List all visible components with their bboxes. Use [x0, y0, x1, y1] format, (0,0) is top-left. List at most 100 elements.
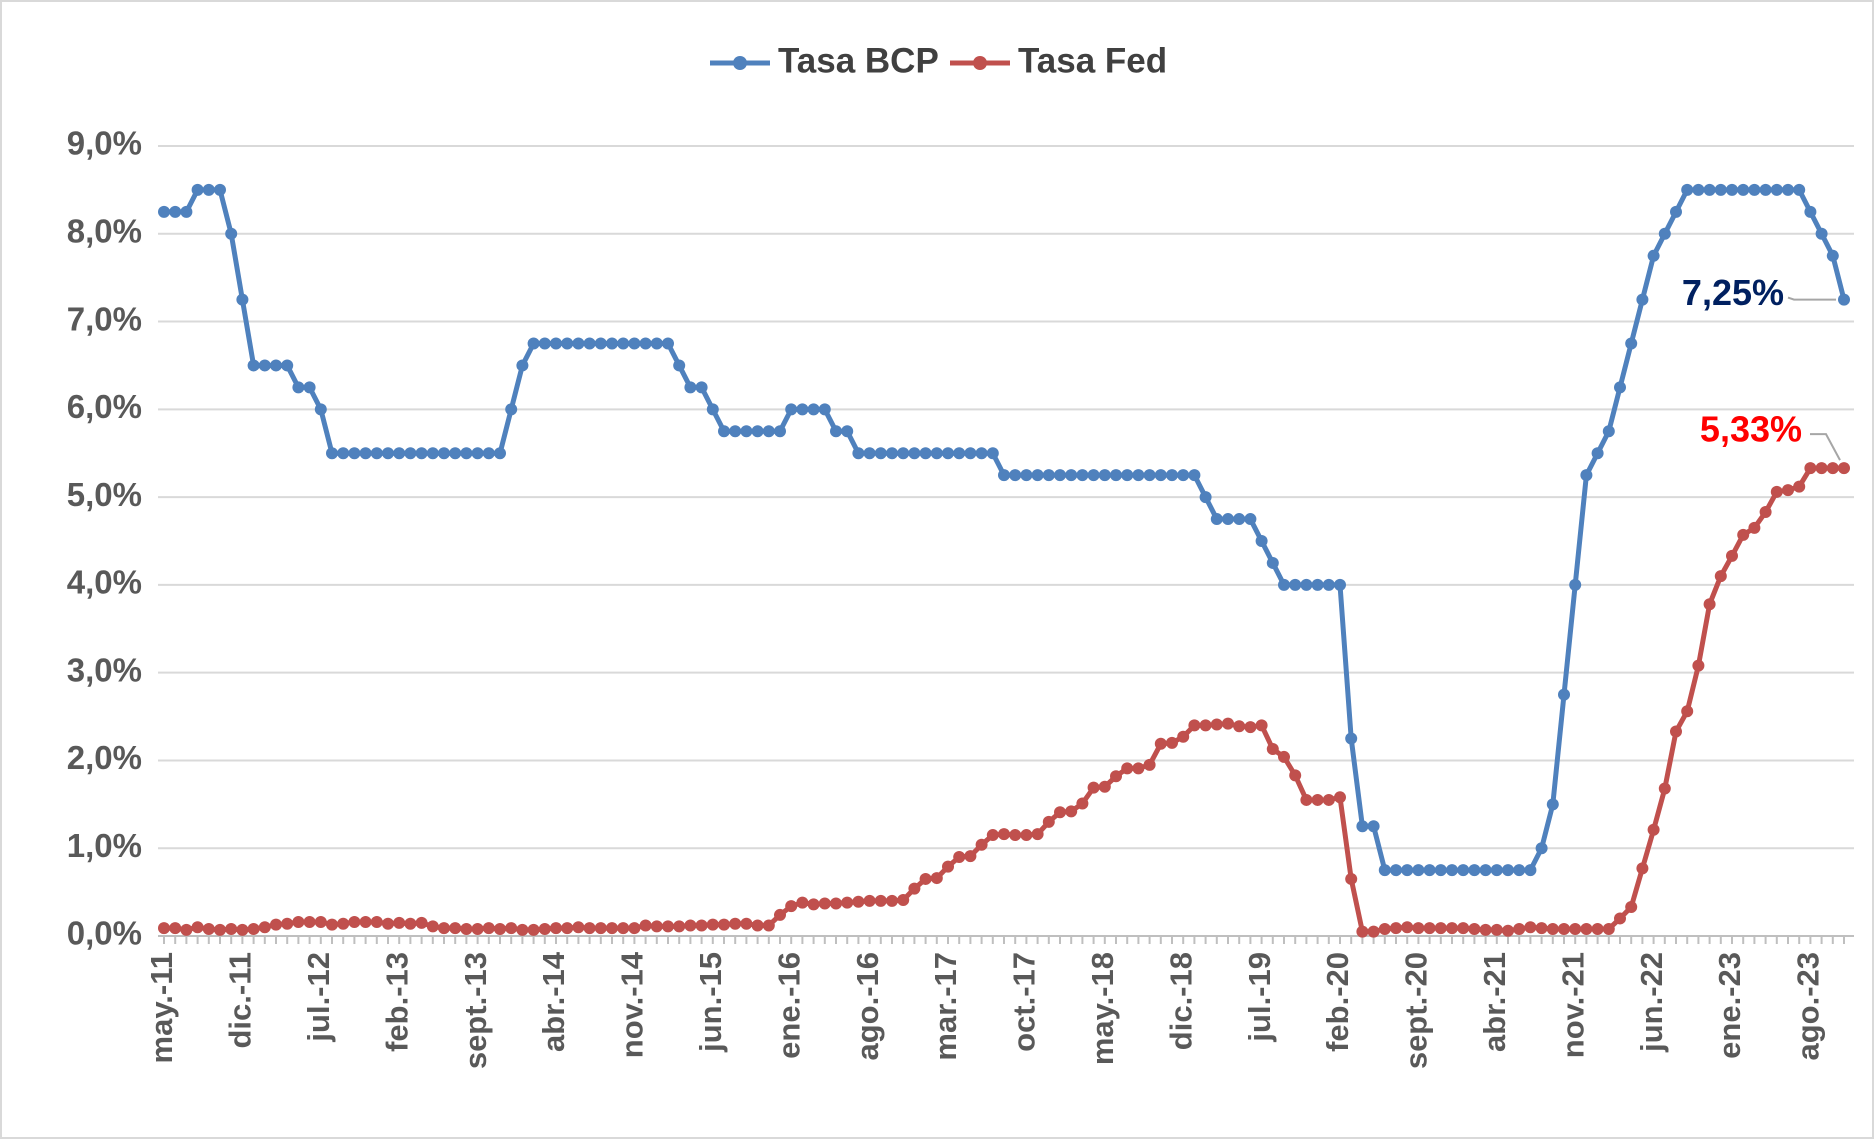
data-point — [863, 894, 876, 907]
data-point — [1042, 815, 1055, 828]
data-point — [852, 895, 865, 908]
data-point — [426, 447, 439, 460]
data-point — [1210, 513, 1223, 526]
data-point — [471, 922, 484, 935]
data-point — [1737, 528, 1750, 541]
data-point — [930, 447, 943, 460]
y-tick-label: 1,0% — [67, 827, 142, 864]
data-point — [1826, 249, 1839, 262]
data-point — [1737, 183, 1750, 196]
data-point — [1658, 782, 1671, 795]
data-point — [1322, 578, 1335, 591]
data-point — [314, 915, 327, 928]
data-point — [191, 921, 204, 934]
data-point — [1602, 425, 1615, 438]
data-point — [684, 919, 697, 932]
data-point — [1210, 718, 1223, 731]
data-point — [1569, 922, 1582, 935]
data-point — [1703, 598, 1716, 611]
data-point — [1636, 862, 1649, 875]
data-point — [1177, 469, 1190, 482]
data-point — [998, 469, 1010, 482]
data-point — [1591, 447, 1604, 460]
data-point — [191, 183, 204, 196]
data-point — [998, 828, 1010, 841]
data-point — [516, 359, 529, 372]
data-point — [494, 922, 506, 935]
data-point — [774, 425, 786, 438]
data-point — [1311, 793, 1324, 806]
data-point — [1289, 769, 1302, 782]
data-point — [874, 894, 887, 907]
x-tick-label: sept.-13 — [458, 952, 493, 1069]
data-point — [751, 425, 764, 438]
data-point — [1692, 183, 1705, 196]
x-tick-label: may.-18 — [1085, 952, 1120, 1065]
data-point — [852, 447, 865, 460]
data-point — [583, 337, 596, 350]
data-point — [449, 447, 462, 460]
x-tick-label: ene.-23 — [1712, 952, 1747, 1059]
data-point — [695, 381, 708, 394]
data-point — [1143, 469, 1156, 482]
data-point — [1804, 462, 1817, 475]
data-point — [1087, 781, 1100, 794]
data-point — [751, 919, 764, 932]
data-point — [964, 850, 977, 863]
data-point — [964, 447, 977, 460]
y-tick-label: 2,0% — [67, 739, 142, 776]
data-point — [1054, 806, 1066, 819]
data-point — [796, 896, 809, 909]
data-point — [1513, 864, 1526, 877]
data-point — [1031, 828, 1044, 841]
data-point — [841, 896, 854, 909]
data-point — [415, 447, 428, 460]
data-point — [830, 425, 842, 438]
data-point — [505, 922, 518, 935]
data-point — [393, 447, 406, 460]
data-point — [706, 918, 719, 931]
data-point — [1602, 922, 1615, 935]
end-label: 7,25% — [1682, 272, 1784, 313]
data-point — [807, 403, 820, 416]
data-point — [1401, 864, 1414, 877]
data-point — [1278, 750, 1290, 763]
data-point — [449, 922, 462, 935]
data-point — [1154, 737, 1167, 750]
data-point — [729, 425, 742, 438]
data-point — [1244, 513, 1257, 526]
data-point — [1412, 864, 1425, 877]
data-point — [1614, 912, 1626, 925]
data-point — [247, 359, 260, 372]
data-point — [1479, 923, 1492, 936]
data-point — [1390, 864, 1402, 877]
data-point — [382, 917, 394, 930]
data-point — [1065, 805, 1078, 818]
data-point — [617, 337, 630, 350]
data-point — [975, 447, 988, 460]
data-point — [1759, 506, 1772, 519]
data-point — [438, 447, 450, 460]
data-point — [1457, 864, 1470, 877]
data-point — [1838, 462, 1850, 475]
data-point — [1009, 469, 1022, 482]
data-point — [471, 447, 484, 460]
data-point — [281, 917, 294, 930]
data-point — [1434, 922, 1447, 935]
data-point — [303, 381, 316, 394]
data-point — [807, 898, 820, 911]
data-point — [561, 337, 574, 350]
data-point — [1770, 485, 1783, 498]
data-point — [1446, 864, 1458, 877]
data-point — [1524, 921, 1537, 934]
data-point — [919, 872, 932, 885]
data-point — [1748, 521, 1761, 534]
data-point — [1692, 659, 1705, 672]
data-point — [359, 915, 372, 928]
data-point — [1490, 864, 1503, 877]
data-point — [1233, 720, 1246, 733]
data-point — [516, 923, 529, 936]
data-point — [650, 337, 663, 350]
data-point — [1726, 183, 1738, 196]
